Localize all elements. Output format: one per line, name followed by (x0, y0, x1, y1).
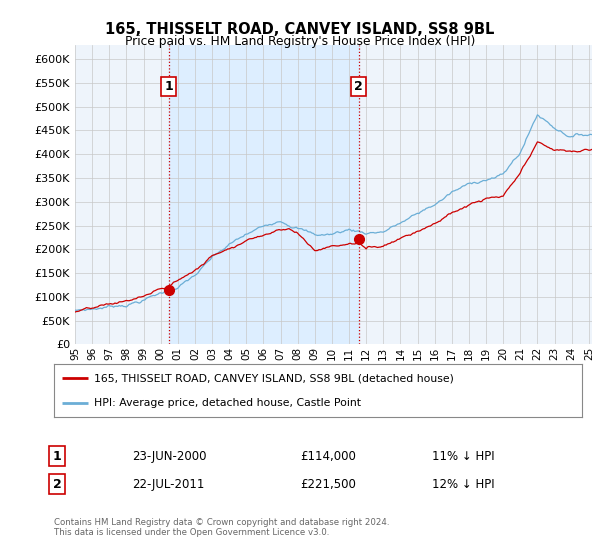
Text: £221,500: £221,500 (300, 478, 356, 491)
Text: 2: 2 (354, 80, 363, 94)
Text: 12% ↓ HPI: 12% ↓ HPI (432, 478, 494, 491)
Text: 165, THISSELT ROAD, CANVEY ISLAND, SS8 9BL (detached house): 165, THISSELT ROAD, CANVEY ISLAND, SS8 9… (94, 374, 454, 384)
Text: 11% ↓ HPI: 11% ↓ HPI (432, 450, 494, 463)
Text: 2: 2 (53, 478, 61, 491)
Text: Contains HM Land Registry data © Crown copyright and database right 2024.
This d: Contains HM Land Registry data © Crown c… (54, 518, 389, 538)
Text: 22-JUL-2011: 22-JUL-2011 (132, 478, 205, 491)
Text: 165, THISSELT ROAD, CANVEY ISLAND, SS8 9BL: 165, THISSELT ROAD, CANVEY ISLAND, SS8 9… (106, 22, 494, 38)
Text: HPI: Average price, detached house, Castle Point: HPI: Average price, detached house, Cast… (94, 398, 361, 408)
Text: £114,000: £114,000 (300, 450, 356, 463)
Text: 1: 1 (164, 80, 173, 94)
Text: Price paid vs. HM Land Registry's House Price Index (HPI): Price paid vs. HM Land Registry's House … (125, 35, 475, 48)
Text: 23-JUN-2000: 23-JUN-2000 (132, 450, 206, 463)
Text: 1: 1 (53, 450, 61, 463)
Bar (169, 45, 359, 344)
